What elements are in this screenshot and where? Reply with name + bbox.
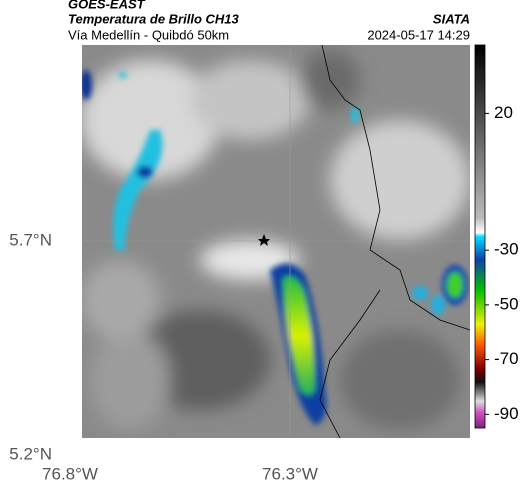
- colorbar-tick-label: -30: [494, 240, 519, 259]
- route: Vía Medellín - Quibdó 50km: [68, 27, 229, 42]
- colorbar-tick-label: 20: [494, 103, 513, 122]
- lon-tick-label: 76.8°W: [42, 464, 98, 483]
- source: GOES-EAST: [68, 0, 146, 11]
- colorbar-tick-label: -50: [494, 294, 519, 313]
- colorbar: [474, 44, 486, 429]
- title: Temperatura de Brillo CH13: [68, 11, 240, 26]
- lat-tick-label: 5.7°N: [9, 230, 52, 249]
- timestamp: 2024-05-17 14:29: [367, 27, 470, 42]
- lat-tick-label: 5.2°N: [9, 444, 52, 463]
- satellite-image: [82, 45, 470, 438]
- lon-tick-label: 76.3°W: [262, 464, 318, 483]
- colorbar-tick-label: -70: [494, 349, 519, 368]
- brand: SIATA: [433, 11, 470, 26]
- colorbar-tick-label: -90: [494, 404, 519, 423]
